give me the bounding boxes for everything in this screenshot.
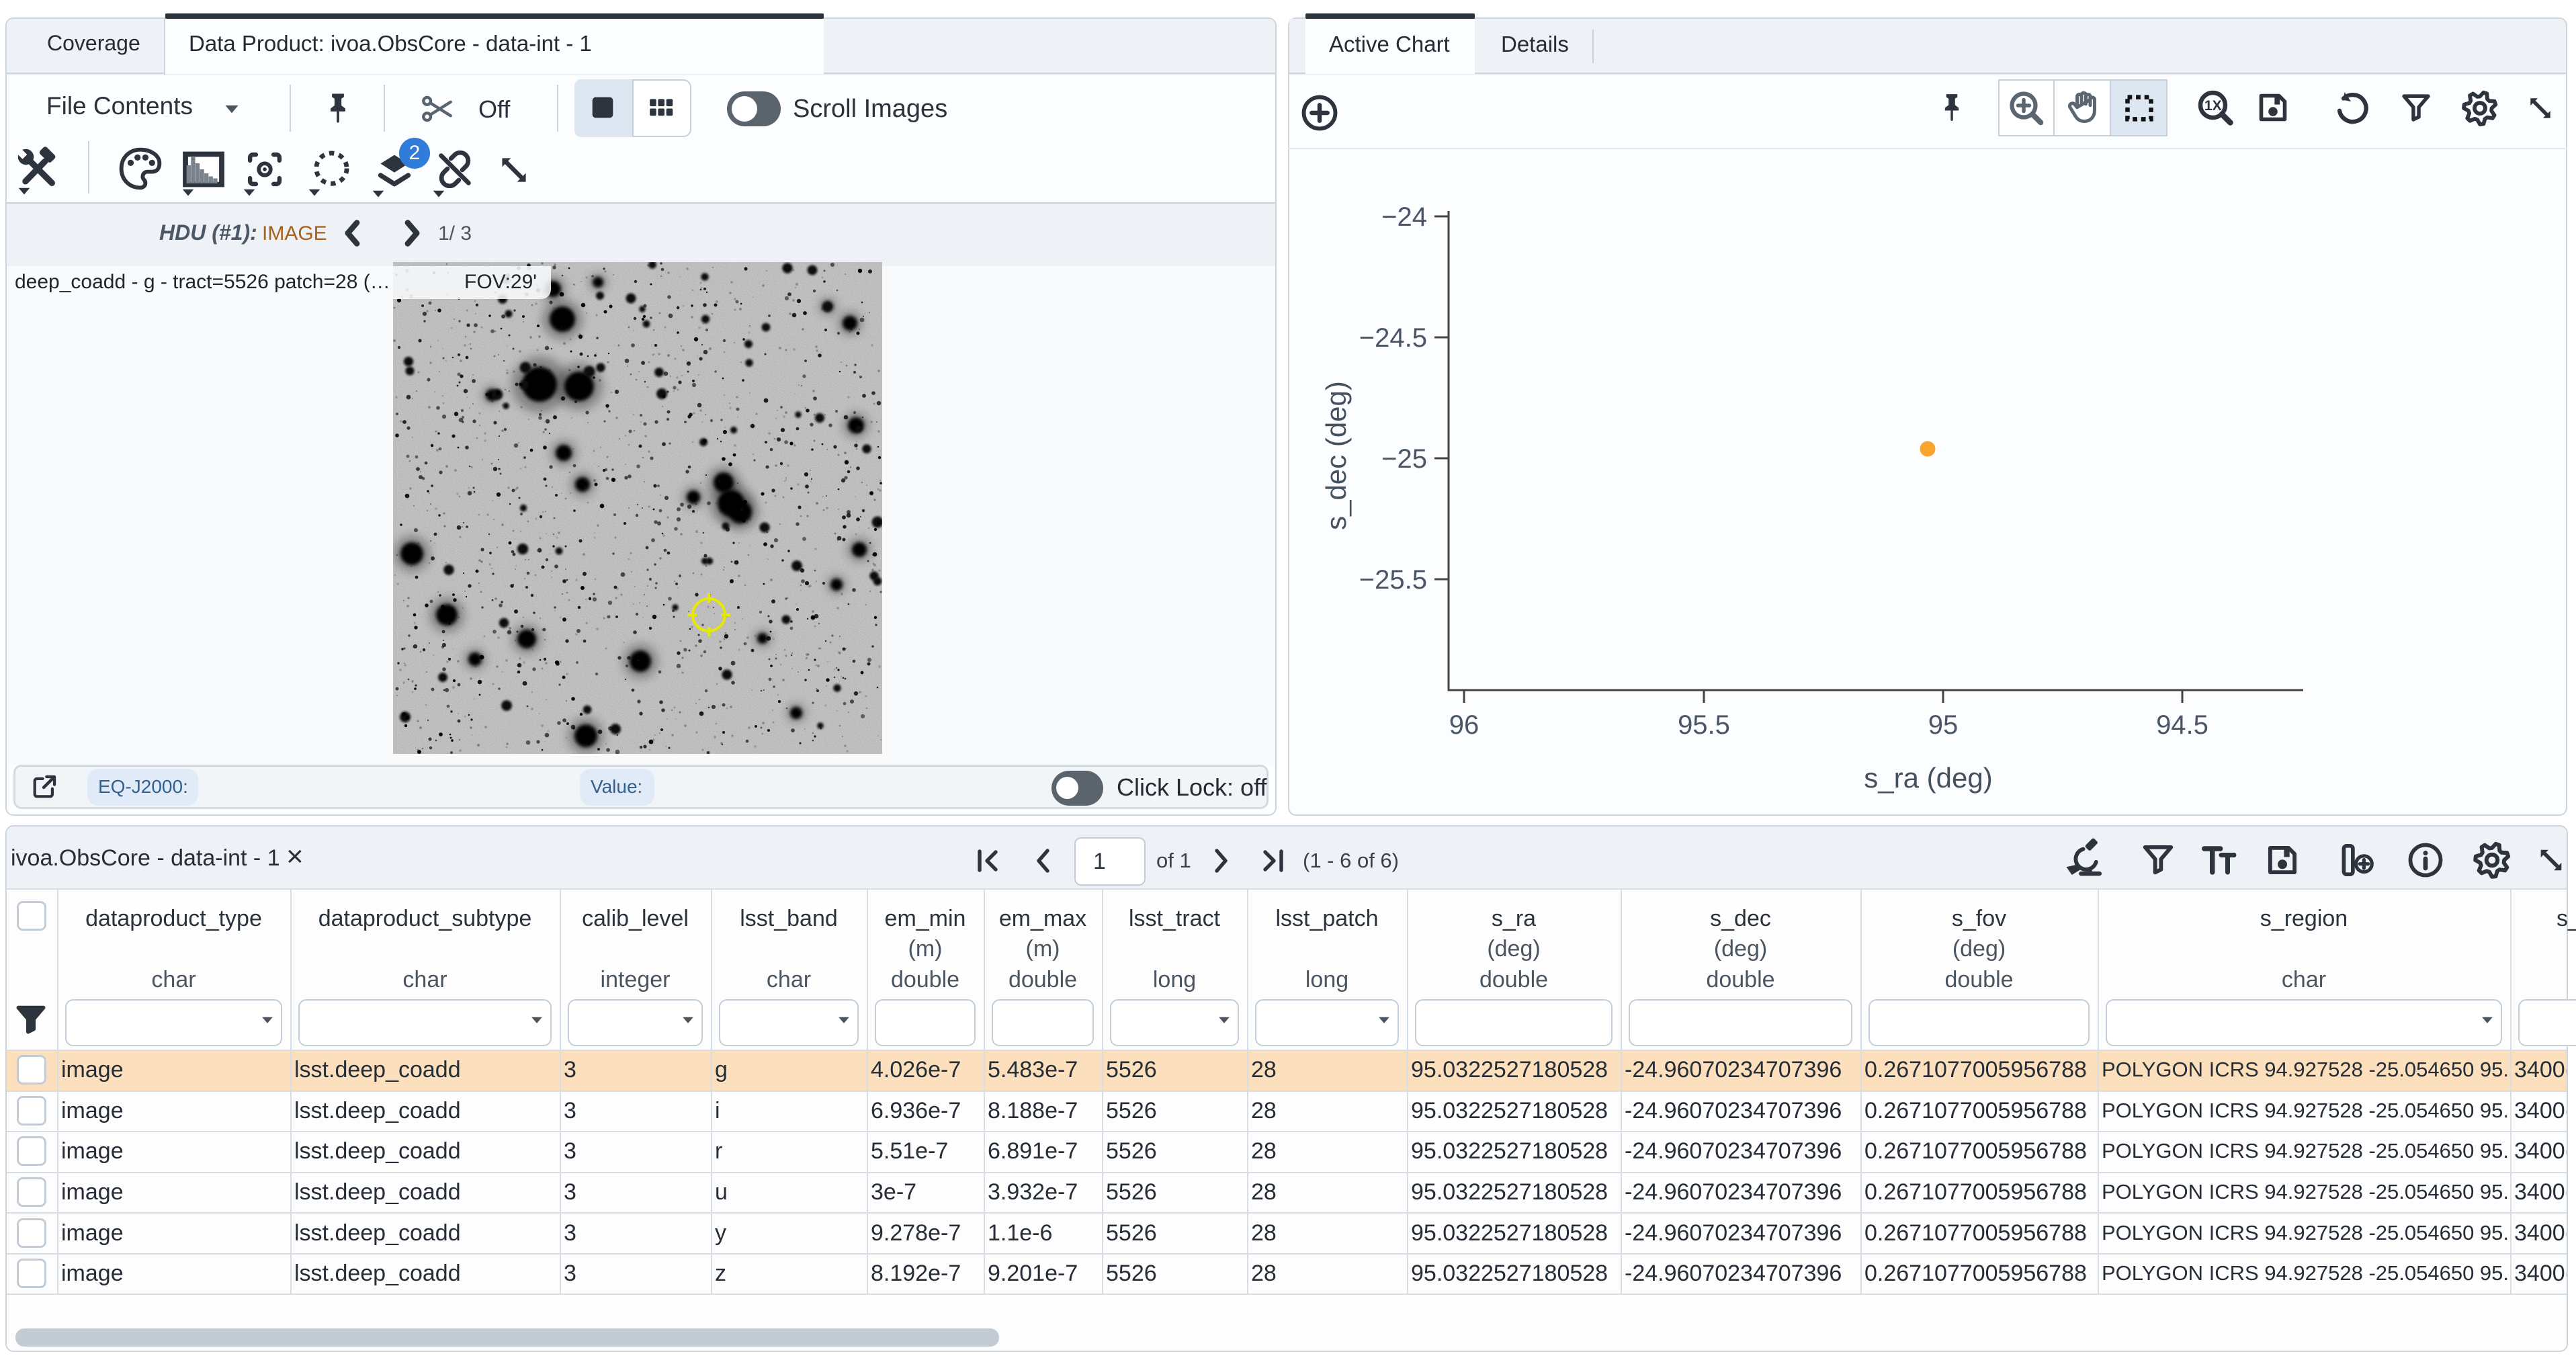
- svg-text:−25.5: −25.5: [1359, 565, 1427, 595]
- svg-text:96: 96: [1449, 710, 1479, 740]
- svg-text:−24.5: −24.5: [1359, 323, 1427, 353]
- svg-text:s_dec (deg): s_dec (deg): [1320, 381, 1352, 530]
- svg-text:1X: 1X: [2204, 98, 2222, 114]
- svg-text:−25: −25: [1381, 444, 1427, 474]
- svg-text:s_ra (deg): s_ra (deg): [1864, 762, 1992, 794]
- svg-text:94.5: 94.5: [2156, 710, 2208, 740]
- svg-text:−24: −24: [1381, 202, 1427, 232]
- svg-text:95.5: 95.5: [1678, 710, 1730, 740]
- svg-text:95: 95: [1928, 710, 1959, 740]
